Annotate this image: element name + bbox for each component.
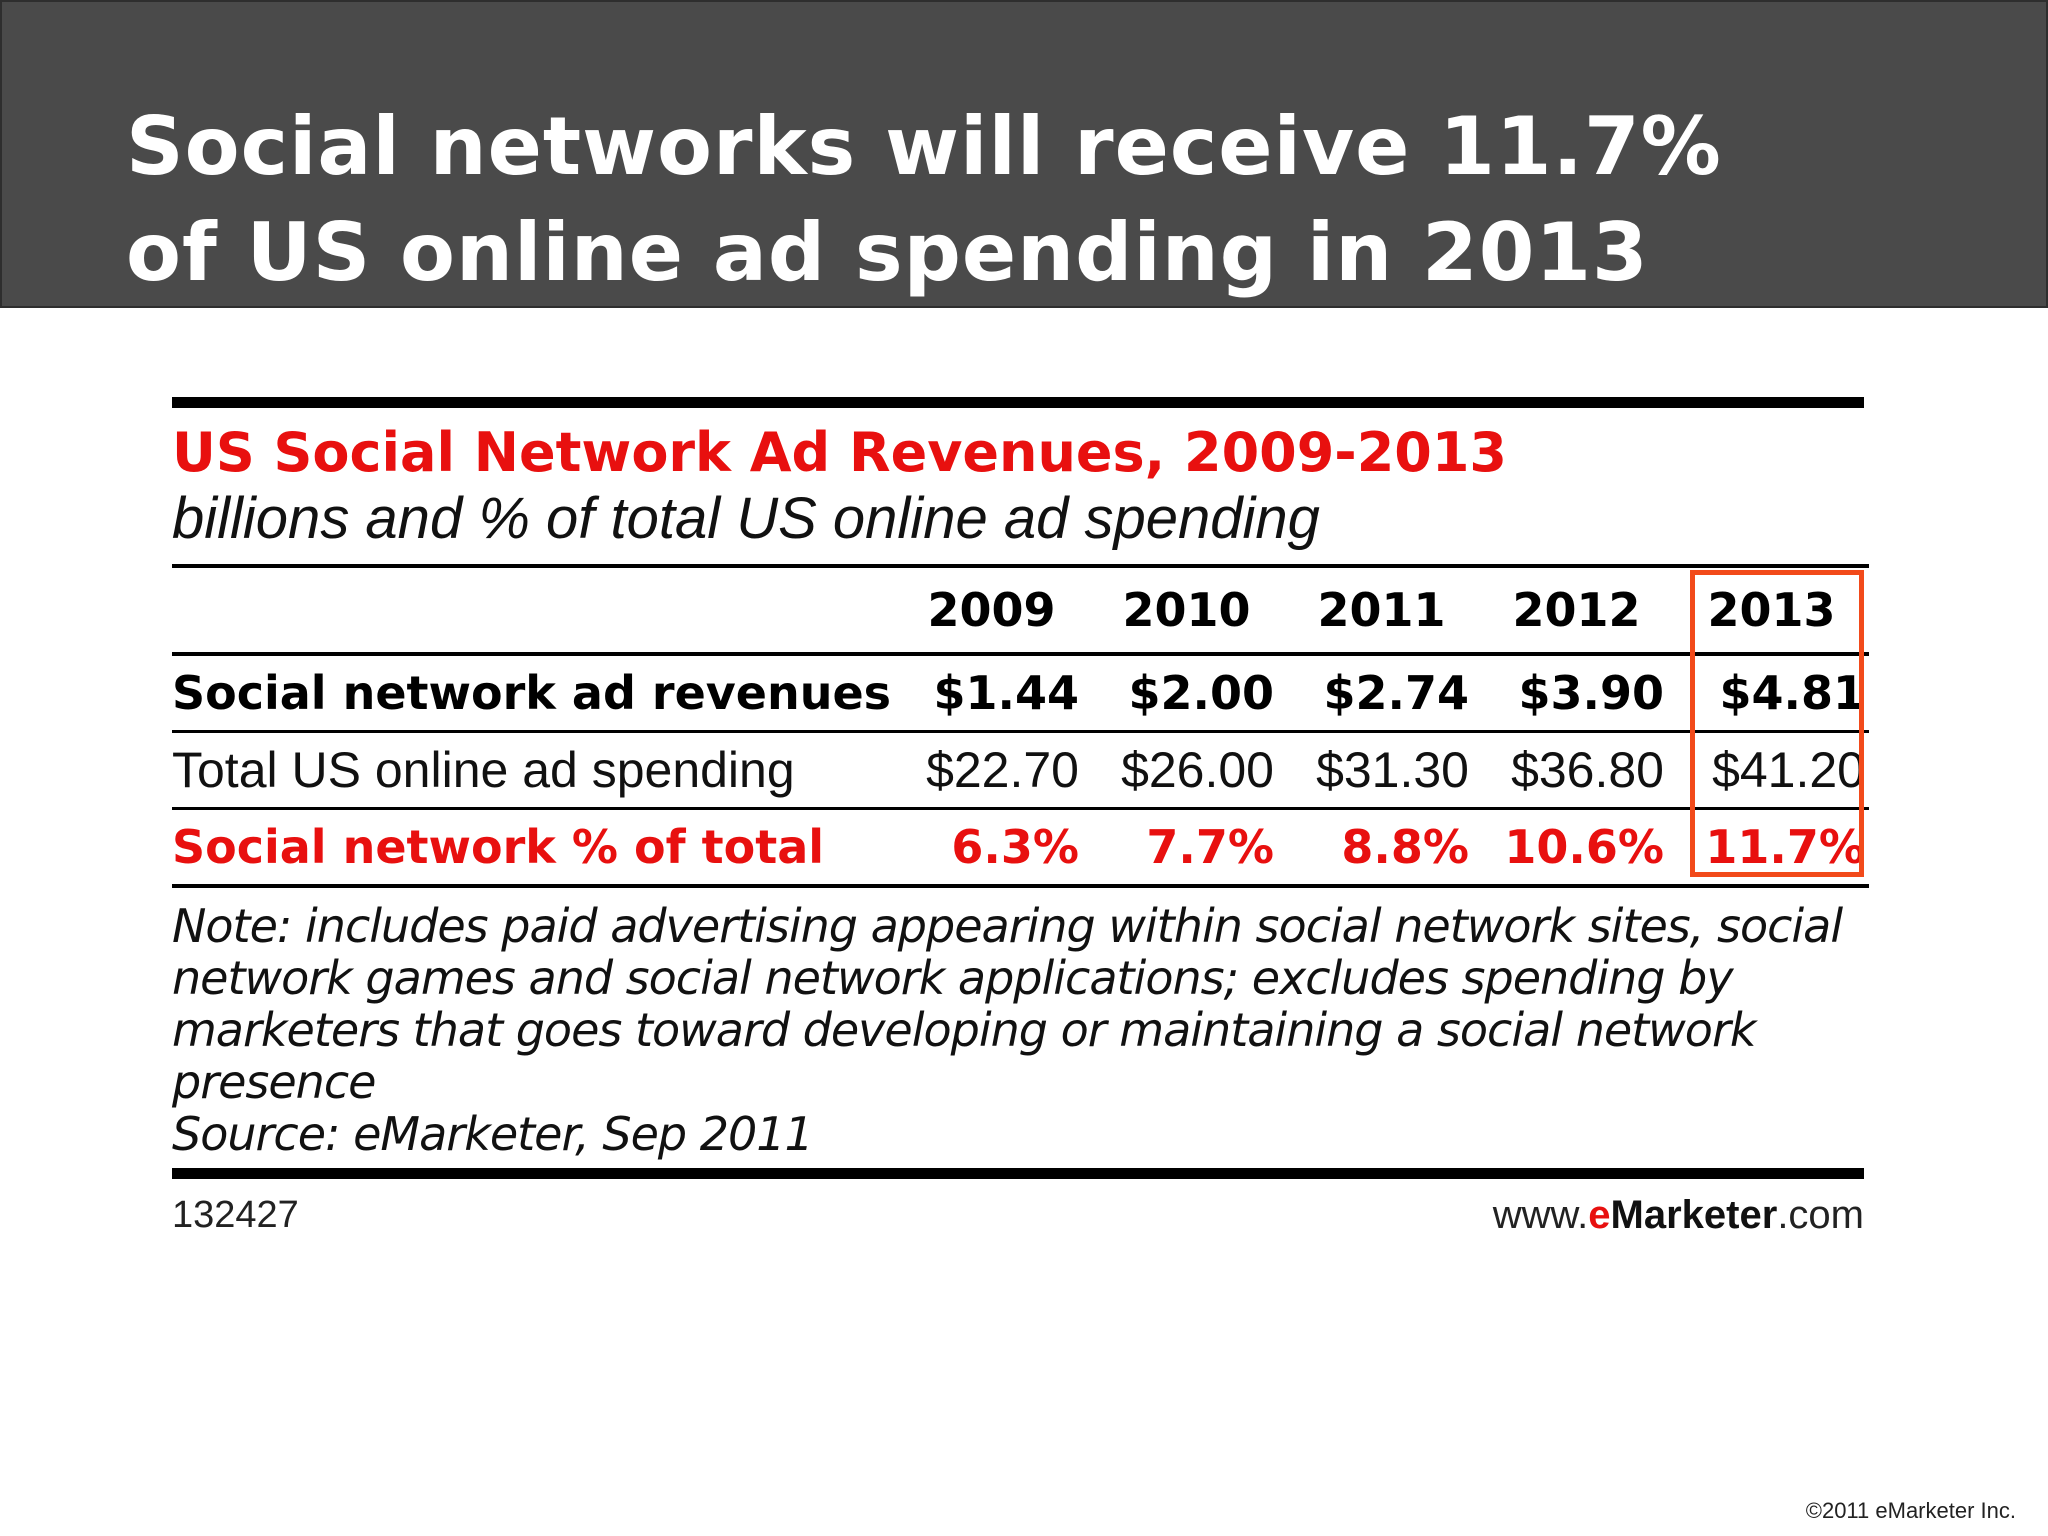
slide-title-line-2: of US online ad spending in 2013: [126, 206, 1649, 299]
table-cell: $41.20: [1674, 731, 1869, 810]
table-row: Social network ad revenues $1.44 $2.00 $…: [172, 654, 1869, 733]
chart-id: 132427: [172, 1193, 299, 1236]
title-banner: Social networks will receive 11.7% of US…: [0, 0, 2048, 308]
table-row: Total US online ad spending $22.70 $26.0…: [172, 731, 1869, 810]
column-header: 2012: [1479, 564, 1674, 656]
chart-title: US Social Network Ad Revenues, 2009-2013: [172, 421, 1507, 484]
note-text: Note: includes paid advertising appearin…: [172, 899, 1843, 1109]
table-cell: 6.3%: [894, 808, 1089, 888]
row-label: Total US online ad spending: [172, 731, 894, 810]
slide-title-line-1: Social networks will receive 11.7%: [126, 100, 1722, 193]
site-brand: Marketer: [1610, 1192, 1778, 1237]
table-cell: $22.70: [894, 731, 1089, 810]
table-cell: $1.44: [894, 654, 1089, 733]
table-cell: 11.7%: [1674, 808, 1869, 888]
site-link[interactable]: www.eMarketer.com: [1493, 1193, 1864, 1238]
chart: US Social Network Ad Revenues, 2009-2013…: [172, 397, 1869, 1243]
table-cell: $2.74: [1284, 654, 1479, 733]
chart-note: Note: includes paid advertising appearin…: [172, 900, 1864, 1160]
table-cell: 10.6%: [1479, 808, 1674, 888]
table-header-row: 2009 2010 2011 2012 2013: [172, 564, 1869, 656]
table-cell: $26.00: [1089, 731, 1284, 810]
chart-subtitle: billions and % of total US online ad spe…: [172, 486, 1320, 551]
chart-bottom-rule: [172, 1168, 1864, 1179]
table-cell: $2.00: [1089, 654, 1284, 733]
copyright-text: ©2011 eMarketer Inc.: [1805, 1498, 2016, 1523]
site-prefix: www.: [1492, 1192, 1589, 1237]
source-text: Source: eMarketer, Sep 2011: [172, 1107, 814, 1161]
slide-title: Social networks will receive 11.7% of US…: [126, 94, 1722, 306]
chart-top-rule: [172, 397, 1864, 408]
table-cell: 8.8%: [1284, 808, 1479, 888]
column-header: 2013: [1674, 564, 1869, 656]
site-e: e: [1588, 1192, 1611, 1237]
table-cell: 7.7%: [1089, 808, 1284, 888]
table-cell: $4.81: [1674, 654, 1869, 733]
row-label: Social network % of total: [172, 808, 894, 888]
table-cell: $31.30: [1284, 731, 1479, 810]
header-label-cell: [172, 564, 894, 656]
table-cell: $3.90: [1479, 654, 1674, 733]
column-header: 2009: [894, 564, 1089, 656]
column-header: 2010: [1089, 564, 1284, 656]
row-label: Social network ad revenues: [172, 654, 894, 733]
chart-footer: 132427 www.eMarketer.com: [172, 1187, 1864, 1243]
column-header: 2011: [1284, 564, 1479, 656]
site-suffix: .com: [1777, 1192, 1864, 1237]
data-table: 2009 2010 2011 2012 2013 Social network …: [172, 564, 1869, 888]
table-cell: $36.80: [1479, 731, 1674, 810]
table-row: Social network % of total 6.3% 7.7% 8.8%…: [172, 808, 1869, 888]
